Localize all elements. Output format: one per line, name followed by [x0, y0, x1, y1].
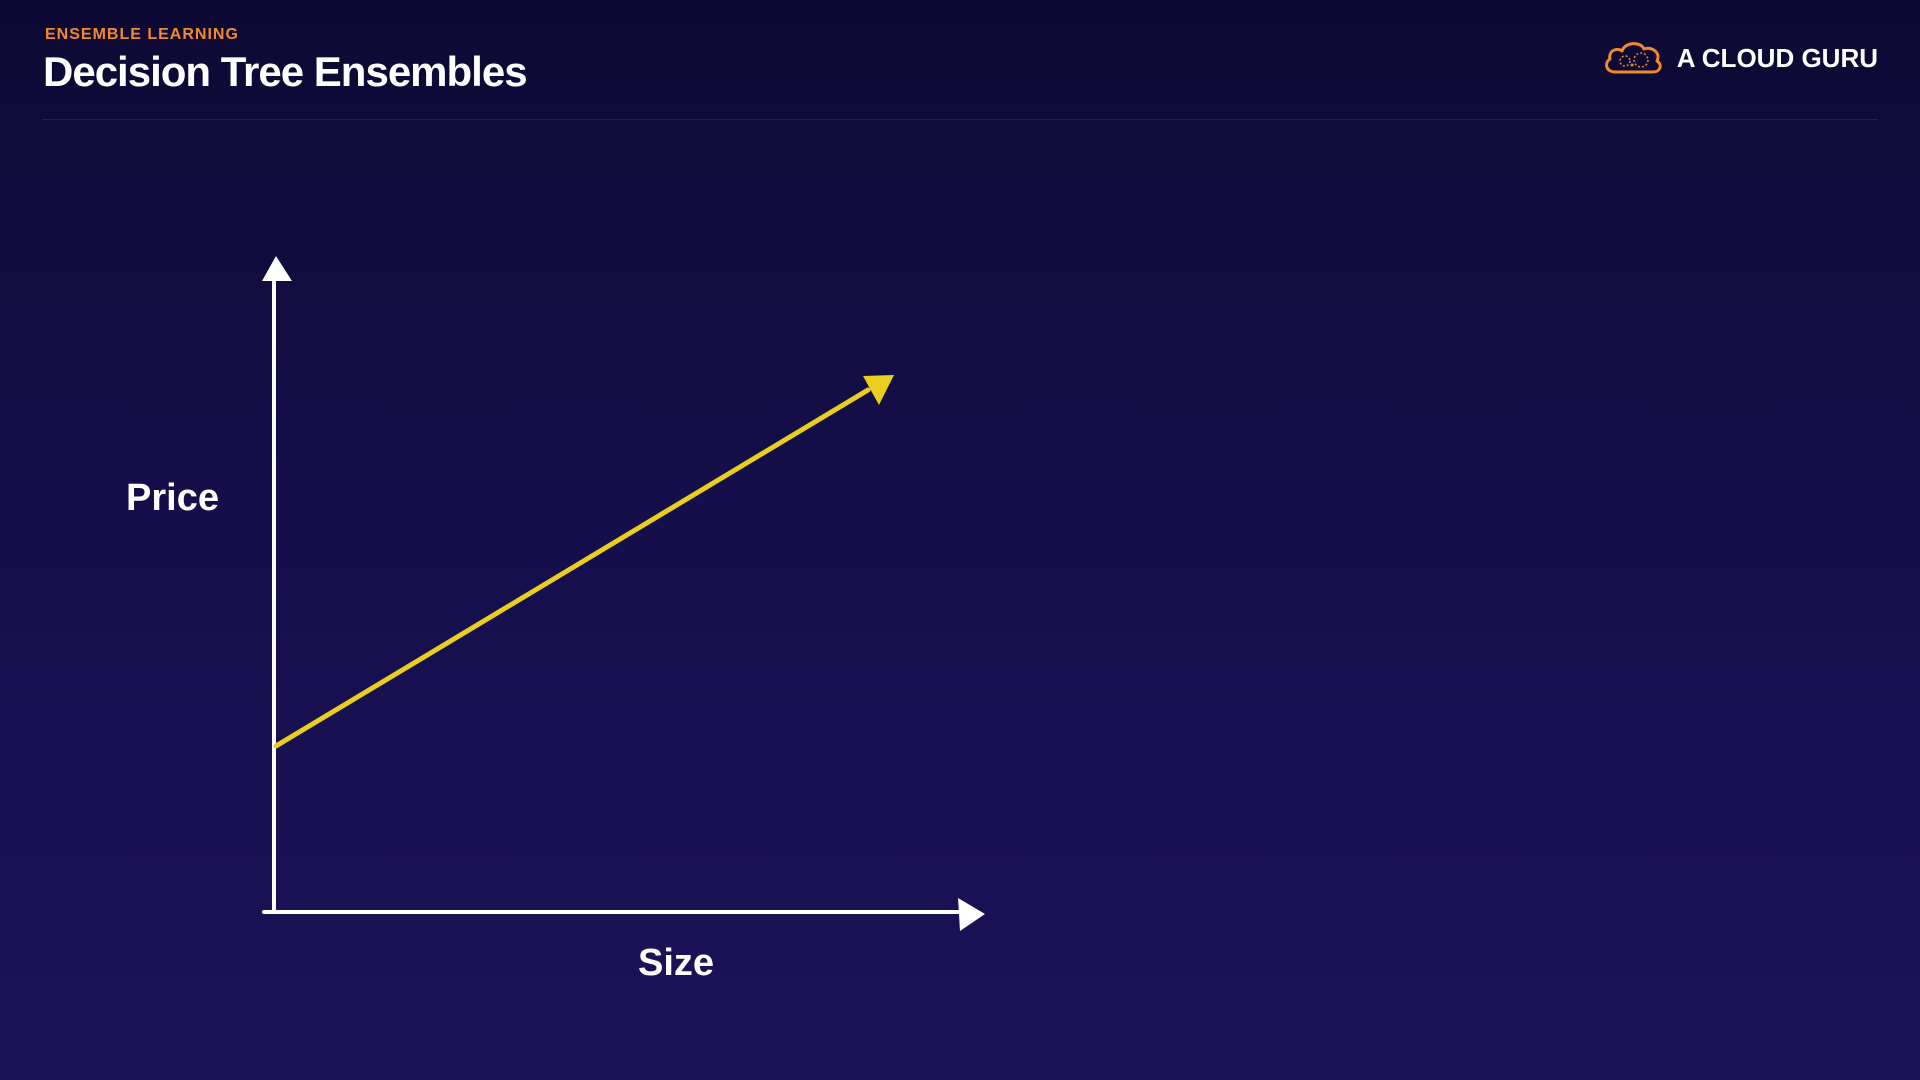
- brand-name: A CLOUD GURU: [1676, 42, 1878, 73]
- y-axis-label: Price: [126, 477, 219, 519]
- trend-line-arrowhead: [863, 375, 894, 405]
- x-axis-label: Size: [638, 942, 715, 984]
- trend-line: [273, 387, 871, 749]
- x-axis-arrowhead: [958, 898, 985, 931]
- section-eyebrow: ENSEMBLE LEARNING: [45, 26, 239, 43]
- header-divider: [42, 119, 1878, 120]
- brand: A CLOUD GURU: [1601, 38, 1878, 78]
- y-axis-arrowhead: [262, 256, 292, 281]
- slide-title: Decision Tree Ensembles: [43, 48, 528, 95]
- cloud-logo-icon: [1604, 42, 1662, 74]
